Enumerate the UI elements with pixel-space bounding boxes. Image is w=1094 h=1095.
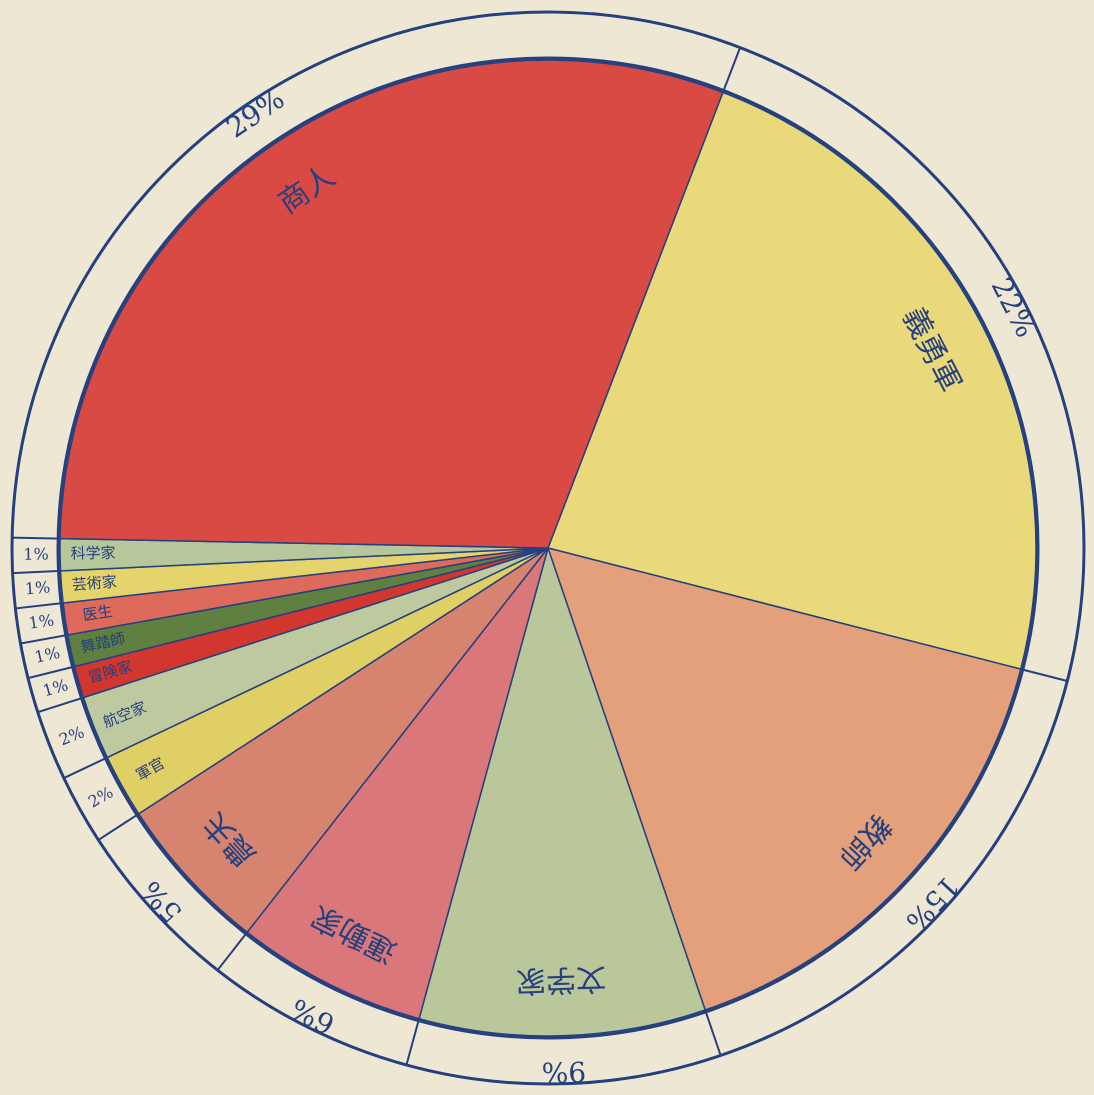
slice-percent: 1% [24, 577, 51, 598]
outer-ring [10, 10, 1086, 1086]
inner-ring [56, 56, 1040, 1040]
ring-divider [27, 665, 75, 680]
slice-percent: 2% [56, 722, 87, 749]
slice-percent: 29% [220, 82, 290, 144]
pie-slice [246, 547, 549, 1020]
pie-slice [418, 545, 707, 1037]
slice-label: 文学家 [516, 960, 607, 998]
slice-percent: 6% [285, 991, 340, 1040]
slice-percent: 1% [27, 610, 55, 632]
ring-divider [63, 756, 108, 779]
slice-percent: 1% [23, 544, 49, 563]
ring-divider [12, 569, 61, 575]
slice-label: 科学家 [70, 544, 115, 563]
ring-divider [1020, 668, 1068, 682]
ring-divider [37, 696, 84, 714]
slice-percent: 2% [85, 783, 116, 812]
ring-divider [216, 931, 248, 971]
pie-slice [546, 91, 1037, 671]
slice-percent: 1% [33, 643, 62, 667]
pie-slice [59, 59, 724, 549]
slice-percent: 1% [41, 675, 71, 700]
ring-divider [97, 812, 140, 841]
slice-label: 芸術家 [71, 573, 117, 595]
ring-divider [704, 1009, 722, 1056]
ring-divider [15, 602, 64, 610]
slice-percent: 5% [134, 874, 188, 929]
slice-label: 医生 [82, 602, 114, 624]
ring-divider [12, 536, 61, 540]
ring-divider [721, 47, 742, 93]
pie-slice [137, 547, 549, 934]
ring-divider [405, 1018, 421, 1066]
ring-divider [20, 633, 68, 645]
slice-percent: 9% [541, 1055, 586, 1089]
slice-percent: 22% [985, 272, 1043, 342]
